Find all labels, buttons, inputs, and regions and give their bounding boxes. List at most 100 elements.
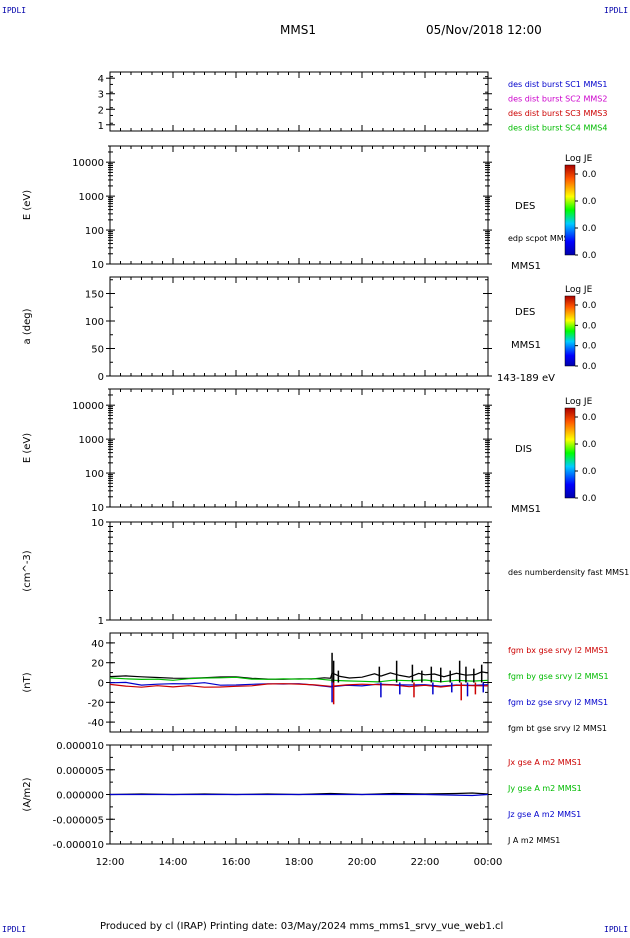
species-label: DIS bbox=[515, 444, 532, 455]
colorbar bbox=[564, 164, 576, 256]
panel-dis-energy: 10000 1000 100 10 E (eV) DIS MMS1 Log JE 0.0 0.0 0… bbox=[22, 388, 597, 515]
colorbar-tick-label: 0.0 bbox=[582, 467, 597, 477]
footer-credit: Produced by cl (IRAP) Printing date: 03/… bbox=[100, 921, 503, 932]
colorbar-tick-label: 0.0 bbox=[582, 170, 597, 180]
colorbar-tick-label: 0.0 bbox=[582, 342, 597, 352]
spacecraft-label: MMS1 bbox=[511, 340, 541, 351]
legend-entry: des dist burst SC2 MMS2 bbox=[508, 95, 607, 104]
y-tick-label: 3 bbox=[98, 90, 104, 101]
y-tick-label: -0.000005 bbox=[53, 815, 104, 826]
time-tick-label: 12:00 bbox=[96, 857, 125, 868]
colorbar-tick-label: 0.0 bbox=[582, 413, 597, 423]
time-tick-label: 00:00 bbox=[474, 857, 503, 868]
y-tick-label: 10000 bbox=[72, 158, 104, 169]
y-tick-label: 10000 bbox=[72, 401, 104, 412]
corner-tag-bottom-left: IPDLI bbox=[2, 925, 26, 934]
y-tick-label: 0.000010 bbox=[56, 741, 104, 752]
series-line bbox=[110, 793, 489, 797]
y-tick-label: -40 bbox=[88, 718, 104, 729]
colorbar-tick-label: 0.0 bbox=[582, 440, 597, 450]
y-tick-label: -20 bbox=[88, 698, 104, 709]
header-datetime: 05/Nov/2018 12:00 bbox=[426, 23, 542, 37]
colorbar-title: Log JE bbox=[565, 154, 593, 164]
panel-burst: 1 2 3 4 des dist burst SC1 MMS1 des dist burs… bbox=[98, 71, 607, 133]
corner-tag-right: IPDLI bbox=[604, 6, 628, 15]
legend-entry: des dist burst SC4 MMS4 bbox=[508, 124, 607, 133]
colorbar-title: Log JE bbox=[565, 285, 593, 295]
y-axis-label: (A/m2) bbox=[22, 777, 33, 811]
y-tick-label: 0.000005 bbox=[56, 766, 104, 777]
colorbar-tick-label: 0.0 bbox=[582, 301, 597, 311]
colorbar-tick-label: 0.0 bbox=[582, 321, 597, 331]
panel-frame bbox=[109, 71, 489, 132]
energy-range-label: 143-189 eV bbox=[497, 373, 555, 384]
y-tick-label: 20 bbox=[91, 659, 104, 670]
y-tick-label: 10 bbox=[91, 518, 104, 529]
time-tick-label: 20:00 bbox=[348, 857, 377, 868]
y-tick-label: 150 bbox=[85, 290, 104, 301]
legend-entry: fgm bx gse srvy l2 MMS1 bbox=[508, 646, 609, 655]
time-axis: 12:00 14:00 16:00 18:00 20:00 22:00 00:00 bbox=[96, 857, 503, 868]
header-spacecraft: MMS1 bbox=[280, 23, 316, 37]
panels-group: 1 2 3 4 des dist burst SC1 MMS1 des dist burs… bbox=[22, 71, 629, 851]
series-line bbox=[109, 676, 489, 683]
y-axis-label: (cm^-3) bbox=[22, 550, 33, 591]
corner-tag-left: IPDLI bbox=[2, 6, 26, 15]
y-tick-label: 0 bbox=[98, 372, 104, 383]
y-tick-label: 1000 bbox=[79, 192, 104, 203]
colorbar-tick-label: 0.0 bbox=[582, 197, 597, 207]
y-tick-label: 1 bbox=[98, 121, 104, 132]
colorbar-tick-label: 0.0 bbox=[582, 224, 597, 234]
y-tick-label: 0 bbox=[98, 679, 104, 690]
legend-entry: Jx gse A m2 MMS1 bbox=[507, 758, 582, 767]
legend-entry: Jz gse A m2 MMS1 bbox=[507, 810, 581, 819]
time-tick-label: 16:00 bbox=[222, 857, 251, 868]
panel-fgm: 40 20 0 -20 -40 (nT) fgm bx gse srvy l2 MMS1 fg… bbox=[22, 632, 609, 733]
y-tick-label: 100 bbox=[85, 226, 104, 237]
corner-tag-bottom-right: IPDLI bbox=[604, 925, 628, 934]
legend-entry: J A m2 MMS1 bbox=[507, 836, 560, 845]
panel-des-energy: 10000 1000 100 10 E (eV) DES edp scpot MMS1 MMS… bbox=[22, 145, 597, 272]
colorbar bbox=[564, 407, 576, 499]
y-tick-label: 2 bbox=[98, 105, 104, 116]
y-tick-label: 100 bbox=[85, 317, 104, 328]
y-tick-label: 10 bbox=[91, 260, 104, 271]
y-tick-label: 10 bbox=[91, 503, 104, 514]
y-axis-label: E (eV) bbox=[22, 433, 33, 463]
legend-entry: des dist burst SC3 MMS3 bbox=[508, 109, 607, 118]
species-label: DES bbox=[515, 307, 535, 318]
y-axis-label: a (deg) bbox=[22, 308, 33, 344]
y-tick-label: 0.000000 bbox=[56, 791, 104, 802]
legend-entry: fgm by gse srvy l2 MMS1 bbox=[508, 672, 609, 681]
panel-frame bbox=[109, 521, 489, 621]
panel-des-pitch: 150 100 50 0 a (deg) DES MMS1 143-189 eV Log JE 0… bbox=[22, 276, 597, 384]
time-tick-label: 18:00 bbox=[285, 857, 314, 868]
y-axis-label: E (eV) bbox=[22, 190, 33, 220]
time-tick-label: 14:00 bbox=[159, 857, 188, 868]
panel-current: 0.000010 0.000005 0.000000 -0.000005 -0.0000… bbox=[22, 741, 582, 851]
y-axis-label: (nT) bbox=[22, 672, 33, 692]
y-tick-label: 1 bbox=[98, 616, 104, 627]
spacecraft-label: MMS1 bbox=[511, 504, 541, 515]
y-tick-label: 1000 bbox=[79, 435, 104, 446]
annotation-note: edp scpot MMS1 bbox=[508, 234, 574, 243]
species-label: DES bbox=[515, 201, 535, 212]
colorbar-tick-label: 0.0 bbox=[582, 251, 597, 261]
legend-entry: fgm bt gse srvy l2 MMS1 bbox=[508, 724, 607, 733]
panel-frame bbox=[109, 388, 489, 508]
colorbar-tick-label: 0.0 bbox=[582, 494, 597, 504]
colorbar-tick-label: 0.0 bbox=[582, 362, 597, 372]
series-line bbox=[109, 683, 489, 688]
legend-entry: Jy gse A m2 MMS1 bbox=[507, 784, 582, 793]
y-tick-label: 4 bbox=[98, 74, 104, 85]
y-tick-label: -0.000010 bbox=[53, 840, 104, 851]
legend-entry: des numberdensity fast MMS1 bbox=[508, 568, 629, 577]
spacecraft-label: MMS1 bbox=[511, 261, 541, 272]
legend-entry: des dist burst SC1 MMS1 bbox=[508, 80, 607, 89]
panel-frame bbox=[109, 145, 489, 265]
legend-entry: fgm bz gse srvy l2 MMS1 bbox=[508, 698, 608, 707]
y-tick-label: 100 bbox=[85, 469, 104, 480]
time-tick-label: 22:00 bbox=[411, 857, 440, 868]
